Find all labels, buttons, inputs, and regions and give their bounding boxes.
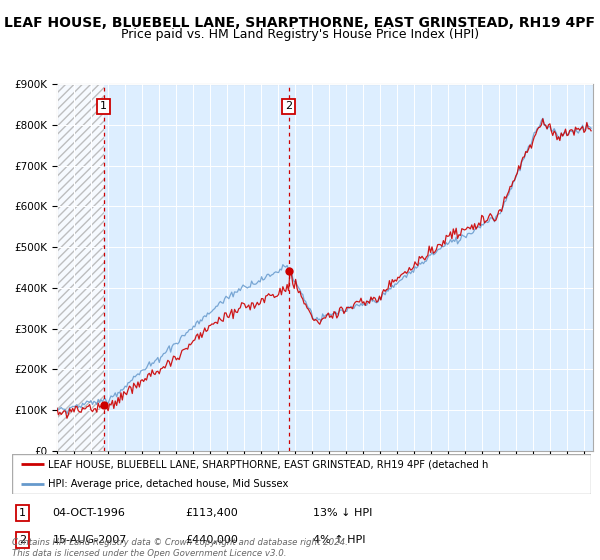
- Text: 13% ↓ HPI: 13% ↓ HPI: [313, 508, 373, 518]
- Text: LEAF HOUSE, BLUEBELL LANE, SHARPTHORNE, EAST GRINSTEAD, RH19 4PF: LEAF HOUSE, BLUEBELL LANE, SHARPTHORNE, …: [5, 16, 595, 30]
- Text: 4% ↑ HPI: 4% ↑ HPI: [313, 535, 365, 545]
- Text: LEAF HOUSE, BLUEBELL LANE, SHARPTHORNE, EAST GRINSTEAD, RH19 4PF (detached h: LEAF HOUSE, BLUEBELL LANE, SHARPTHORNE, …: [48, 460, 488, 469]
- Text: £113,400: £113,400: [186, 508, 238, 518]
- Text: 2: 2: [19, 535, 26, 545]
- Text: 1: 1: [100, 101, 107, 111]
- Text: Price paid vs. HM Land Registry's House Price Index (HPI): Price paid vs. HM Land Registry's House …: [121, 28, 479, 41]
- Text: £440,000: £440,000: [186, 535, 239, 545]
- Text: 15-AUG-2007: 15-AUG-2007: [53, 535, 127, 545]
- Bar: [57, 84, 104, 451]
- Text: Contains HM Land Registry data © Crown copyright and database right 2024.
This d: Contains HM Land Registry data © Crown c…: [12, 538, 348, 558]
- Text: 04-OCT-1996: 04-OCT-1996: [53, 508, 125, 518]
- Text: HPI: Average price, detached house, Mid Sussex: HPI: Average price, detached house, Mid …: [48, 479, 288, 489]
- Text: 2: 2: [285, 101, 292, 111]
- Text: 1: 1: [19, 508, 26, 518]
- FancyBboxPatch shape: [12, 454, 591, 494]
